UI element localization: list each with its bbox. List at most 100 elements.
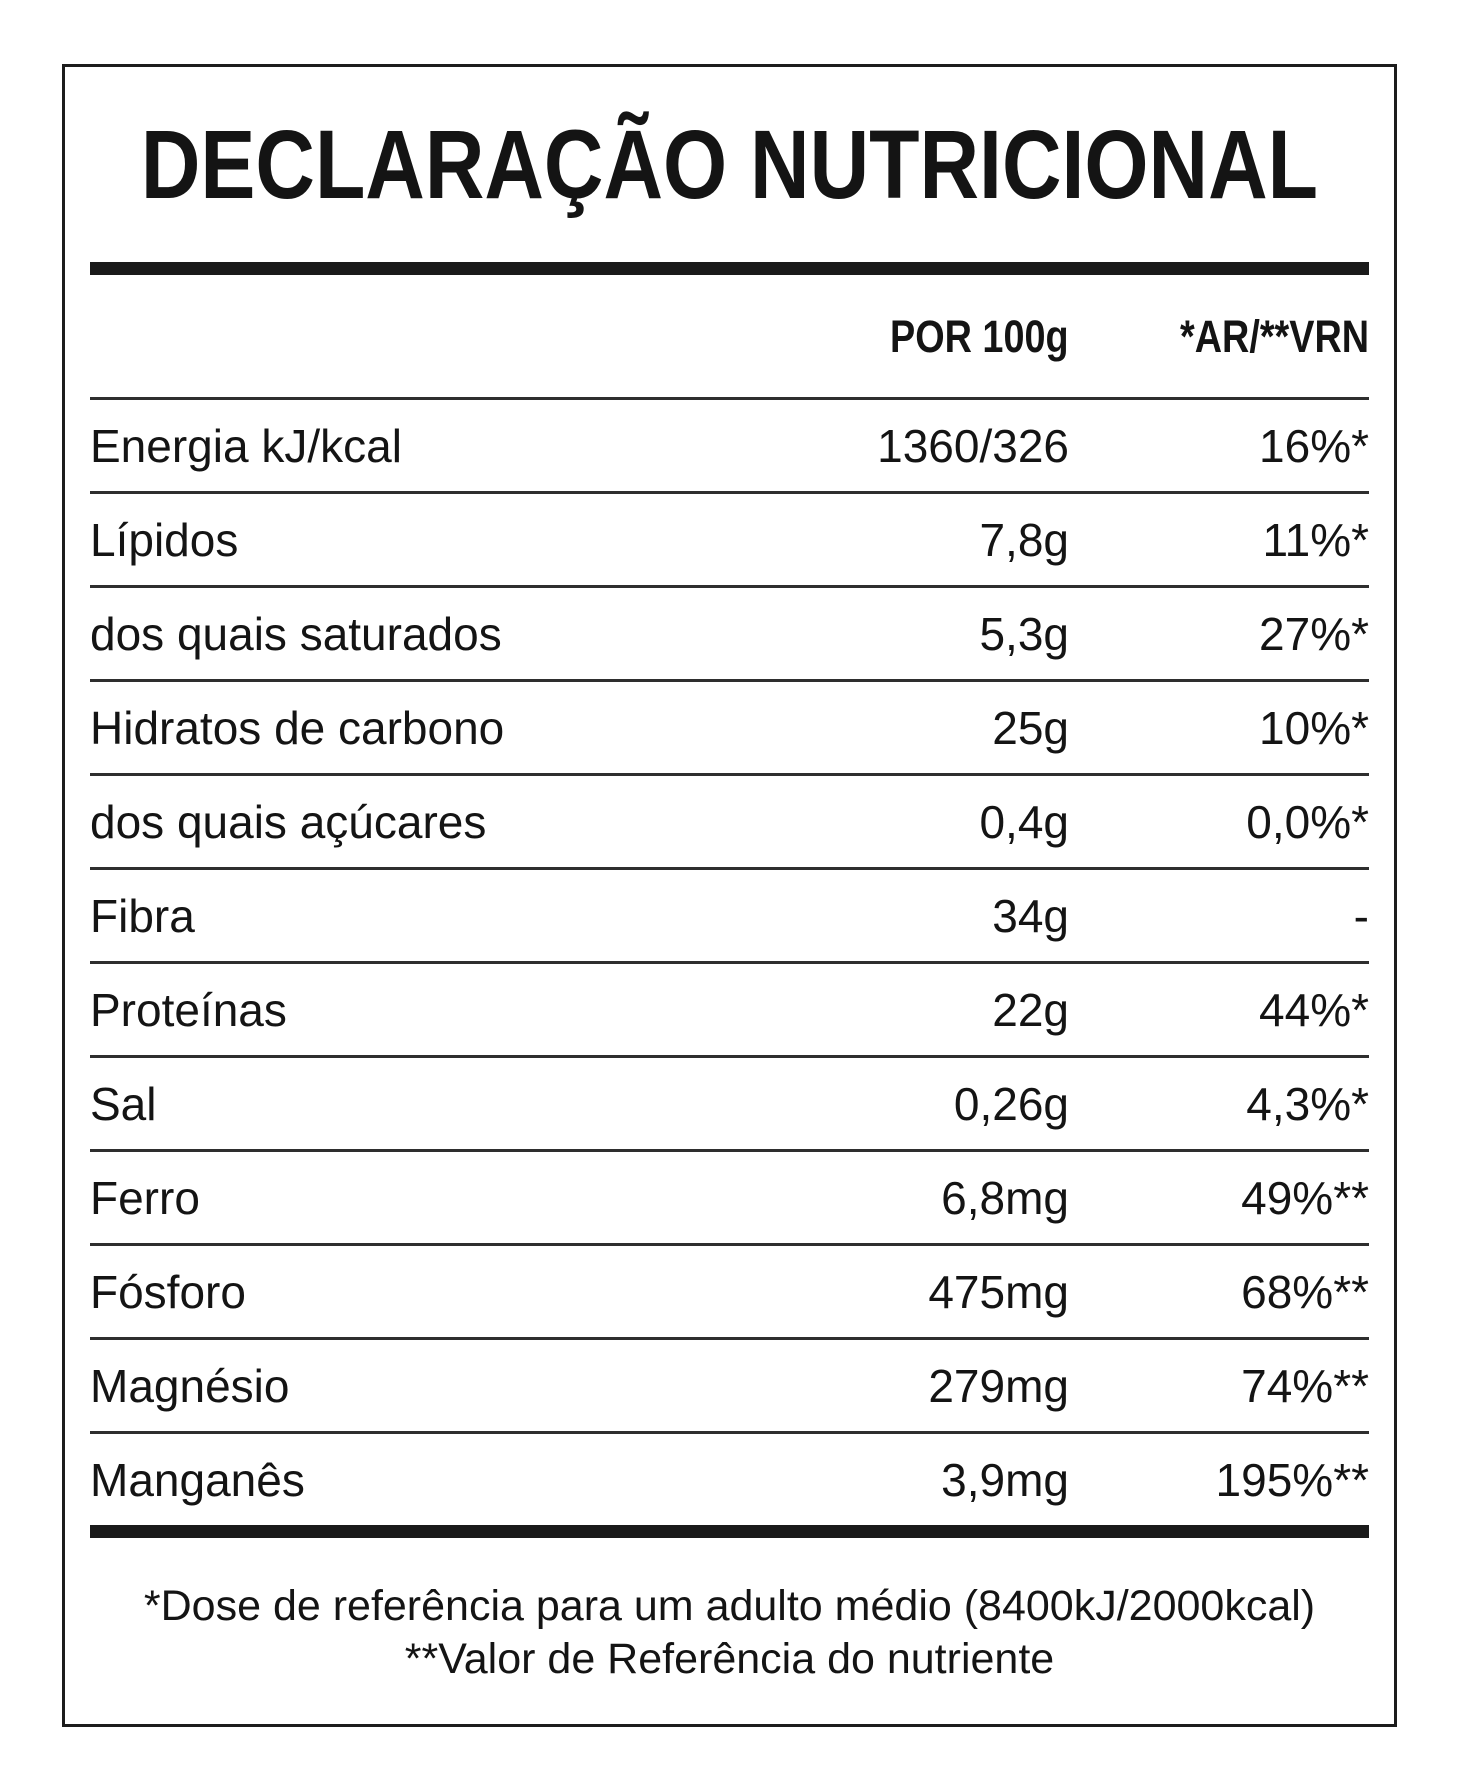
nutrient-name-text: Manganês — [90, 1453, 305, 1506]
reference-percent: 0,0%* — [1069, 795, 1369, 849]
reference-percent-text: 68%** — [1241, 1265, 1369, 1318]
per-100g-value: 34g — [714, 889, 1069, 943]
reference-percent-text: - — [1353, 889, 1369, 942]
table-row: Fibra 34g - — [90, 867, 1369, 961]
per-100g-value-text: 22g — [992, 983, 1069, 1036]
nutrient-name: Fósforo — [90, 1265, 714, 1319]
table-row: Ferro 6,8mg 49%** — [90, 1149, 1369, 1243]
per-100g-value-text: 7,8g — [979, 513, 1069, 566]
per-100g-value-text: 25g — [992, 701, 1069, 754]
reference-percent-text: 27%* — [1259, 607, 1369, 660]
per-100g-value-text: 475mg — [928, 1265, 1069, 1318]
reference-percent: 44%* — [1069, 983, 1369, 1037]
table-rows: Energia kJ/kcal 1360/326 16%* Lípidos 7 — [90, 397, 1369, 1525]
per-100g-value: 5,3g — [714, 607, 1069, 661]
reference-percent: 74%** — [1069, 1359, 1369, 1413]
nutrient-name: Proteínas — [90, 983, 714, 1037]
table-row: dos quais saturados 5,3g 27%* — [90, 585, 1369, 679]
nutrition-table: POR 100g *AR/**VRN Energia kJ/kcal 1360/… — [90, 275, 1369, 1525]
nutrient-name-text: Sal — [90, 1077, 157, 1130]
per-100g-value-text: 5,3g — [979, 607, 1069, 660]
nutrient-name: dos quais saturados — [90, 607, 714, 661]
reference-percent: 195%** — [1069, 1453, 1369, 1507]
reference-percent: 68%** — [1069, 1265, 1369, 1319]
reference-percent-text: 195%** — [1215, 1453, 1369, 1506]
per-100g-value-text: 0,26g — [953, 1077, 1069, 1130]
table-row: Lípidos 7,8g 11%* — [90, 491, 1369, 585]
column-header-per-100g-text: POR 100g — [890, 311, 1069, 362]
per-100g-value: 0,26g — [714, 1077, 1069, 1131]
nutrient-name-text: Fósforo — [90, 1265, 246, 1318]
nutrient-name: dos quais açúcares — [90, 795, 714, 849]
page-title: DECLARAÇÃO NUTRICIONAL — [140, 109, 1319, 219]
nutrient-name-text: Ferro — [90, 1171, 200, 1224]
nutrient-name-text: Proteínas — [90, 983, 287, 1036]
footnotes: *Dose de referência para um adulto médio… — [65, 1580, 1394, 1686]
title-wrap: DECLARAÇÃO NUTRICIONAL — [65, 67, 1394, 262]
per-100g-value-text: 6,8mg — [941, 1171, 1069, 1224]
nutrient-name-text: dos quais saturados — [90, 607, 502, 660]
column-header-ar-vrn-text: *AR/**VRN — [1179, 311, 1369, 362]
nutrient-name: Ferro — [90, 1171, 714, 1225]
nutrient-name-text: Hidratos de carbono — [90, 701, 505, 754]
column-header-per-100g: POR 100g — [714, 309, 1069, 363]
nutrient-name: Fibra — [90, 889, 714, 943]
nutrient-name: Energia kJ/kcal — [90, 419, 714, 473]
per-100g-value: 3,9mg — [714, 1453, 1069, 1507]
nutrient-name: Lípidos — [90, 513, 714, 567]
per-100g-value-text: 3,9mg — [941, 1453, 1069, 1506]
per-100g-value: 279mg — [714, 1359, 1069, 1413]
per-100g-value: 25g — [714, 701, 1069, 755]
footnote-reference-dose: *Dose de referência para um adulto médio… — [143, 1582, 1316, 1630]
per-100g-value: 0,4g — [714, 795, 1069, 849]
nutrient-name-text: Fibra — [90, 889, 195, 942]
table-row: Manganês 3,9mg 195%** — [90, 1431, 1369, 1525]
per-100g-value: 6,8mg — [714, 1171, 1069, 1225]
per-100g-value: 1360/326 — [714, 419, 1069, 473]
nutrient-name: Hidratos de carbono — [90, 701, 714, 755]
reference-percent-text: 0,0%* — [1246, 795, 1369, 848]
nutrient-name: Magnésio — [90, 1359, 714, 1413]
column-header-ar-vrn: *AR/**VRN — [1069, 309, 1369, 363]
nutrition-card: DECLARAÇÃO NUTRICIONAL POR 100g *AR/**VR… — [62, 64, 1397, 1727]
table-row: Sal 0,26g 4,3%* — [90, 1055, 1369, 1149]
table-row: dos quais açúcares 0,4g 0,0%* — [90, 773, 1369, 867]
nutrient-name-text: dos quais açúcares — [90, 795, 487, 848]
table-row: Proteínas 22g 44%* — [90, 961, 1369, 1055]
reference-percent: 4,3%* — [1069, 1077, 1369, 1131]
reference-percent-text: 11%* — [1262, 513, 1369, 566]
nutrient-name-text: Lípidos — [90, 513, 239, 566]
reference-percent-text: 49%** — [1241, 1171, 1369, 1224]
reference-percent: 16%* — [1069, 419, 1369, 473]
top-thick-rule — [90, 262, 1369, 275]
per-100g-value-text: 279mg — [928, 1359, 1069, 1412]
nutrient-name-text: Magnésio — [90, 1359, 290, 1412]
per-100g-value: 22g — [714, 983, 1069, 1037]
reference-percent-text: 44%* — [1259, 983, 1369, 1036]
reference-percent: 10%* — [1069, 701, 1369, 755]
table-row: Fósforo 475mg 68%** — [90, 1243, 1369, 1337]
table-row: Magnésio 279mg 74%** — [90, 1337, 1369, 1431]
reference-percent-text: 74%** — [1241, 1359, 1369, 1412]
reference-percent-text: 4,3%* — [1246, 1077, 1369, 1130]
reference-percent-text: 16%* — [1259, 419, 1369, 472]
per-100g-value-text: 34g — [992, 889, 1069, 942]
nutrient-name-text: Energia kJ/kcal — [90, 419, 402, 472]
reference-percent: - — [1069, 889, 1369, 943]
per-100g-value: 475mg — [714, 1265, 1069, 1319]
per-100g-value-text: 0,4g — [979, 795, 1069, 848]
per-100g-value-text: 1360/326 — [877, 419, 1069, 472]
per-100g-value: 7,8g — [714, 513, 1069, 567]
nutrient-name: Sal — [90, 1077, 714, 1131]
nutrient-name: Manganês — [90, 1453, 714, 1507]
table-row: Hidratos de carbono 25g 10%* — [90, 679, 1369, 773]
bottom-thick-rule — [90, 1525, 1369, 1538]
reference-percent: 11%* — [1069, 513, 1369, 567]
footnote-nutrient-reference: **Valor de Referência do nutriente — [404, 1635, 1055, 1683]
reference-percent: 49%** — [1069, 1171, 1369, 1225]
reference-percent-text: 10%* — [1259, 701, 1369, 754]
table-row: Energia kJ/kcal 1360/326 16%* — [90, 397, 1369, 491]
reference-percent: 27%* — [1069, 607, 1369, 661]
table-header-row: POR 100g *AR/**VRN — [90, 275, 1369, 397]
